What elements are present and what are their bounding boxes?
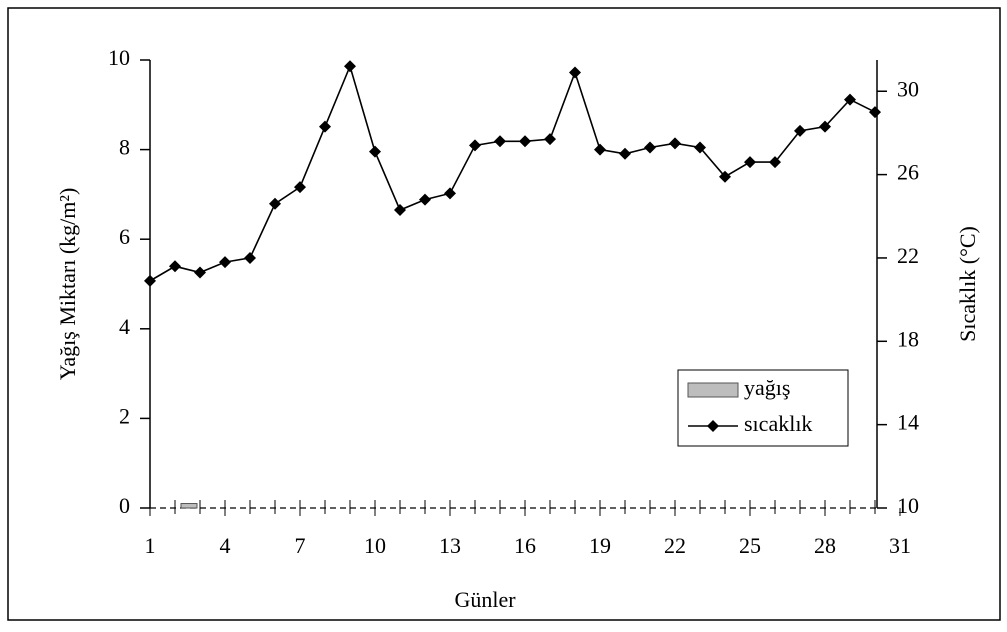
marker — [594, 143, 606, 156]
marker — [869, 106, 881, 119]
x-axis-label: Günler — [454, 587, 516, 612]
y2-tick-label: 22 — [897, 243, 919, 268]
y2-tick-label: 30 — [897, 76, 919, 101]
marker — [819, 120, 831, 133]
marker — [219, 256, 231, 269]
marker — [619, 147, 631, 160]
x-tick-label: 28 — [814, 533, 836, 558]
marker — [844, 93, 856, 106]
marker — [319, 120, 331, 133]
x-tick-label: 10 — [364, 533, 386, 558]
legend-marker — [707, 420, 719, 432]
marker — [469, 139, 481, 152]
y-tick-label: 6 — [119, 224, 130, 249]
marker — [794, 124, 806, 137]
marker — [269, 197, 281, 210]
y-axis-label: Yağış Miktarı (kg/m²) — [55, 188, 80, 381]
y-tick-label: 2 — [119, 403, 130, 428]
marker — [694, 141, 706, 154]
y-tick-label: 4 — [119, 314, 130, 339]
y2-axis-label: Sıcaklık (°C) — [955, 226, 980, 342]
marker — [419, 193, 431, 206]
y-tick-label: 8 — [119, 135, 130, 160]
marker — [544, 133, 556, 146]
marker — [444, 187, 456, 200]
x-tick-label: 22 — [664, 533, 686, 558]
marker — [394, 204, 406, 217]
y-tick-label: 0 — [119, 493, 130, 518]
marker — [169, 260, 181, 273]
bar — [180, 503, 198, 509]
x-tick-label: 25 — [739, 533, 761, 558]
marker — [294, 181, 306, 194]
x-tick-label: 4 — [220, 533, 231, 558]
x-tick-label: 31 — [889, 533, 911, 558]
marker — [569, 66, 581, 79]
marker — [244, 251, 256, 264]
legend-swatch — [687, 382, 739, 398]
marker — [369, 145, 381, 158]
marker — [744, 156, 756, 169]
y-tick-label: 10 — [108, 45, 130, 70]
marker — [144, 274, 156, 287]
y2-tick-label: 18 — [897, 326, 919, 351]
legend-label: yağış — [744, 375, 790, 400]
marker — [344, 60, 356, 73]
marker — [719, 170, 731, 183]
marker — [669, 137, 681, 150]
legend-label: sıcaklık — [744, 411, 812, 436]
line — [149, 63, 876, 282]
chart-frame — [7, 7, 1001, 621]
marker — [769, 156, 781, 169]
y2-tick-label: 14 — [897, 410, 919, 435]
y2-tick-label: 26 — [897, 160, 919, 185]
x-tick-label: 19 — [589, 533, 611, 558]
x-tick-label: 16 — [514, 533, 536, 558]
marker — [519, 135, 531, 148]
x-tick-label: 1 — [145, 533, 156, 558]
x-tick-label: 13 — [439, 533, 461, 558]
marker — [494, 135, 506, 148]
y2-tick-label: 10 — [897, 493, 919, 518]
marker — [194, 266, 206, 279]
x-tick-label: 7 — [295, 533, 306, 558]
marker — [644, 141, 656, 154]
